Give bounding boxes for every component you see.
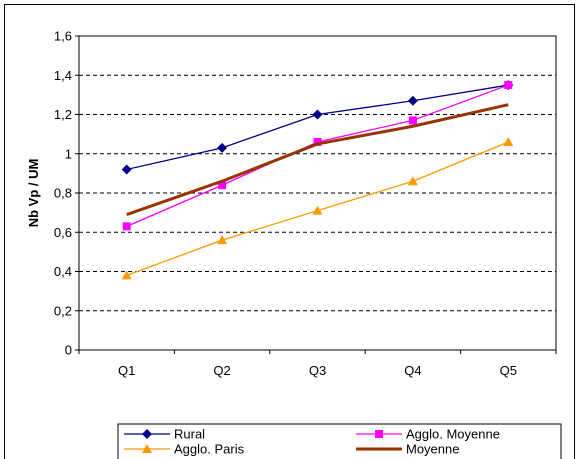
series-line-agglo-moyenne <box>126 84 509 227</box>
point-agglo-moyenne <box>122 222 131 231</box>
point-agglo-paris <box>121 270 132 280</box>
x-tick-label: Q5 <box>500 363 517 378</box>
y-tick-label: 0,8 <box>54 186 72 201</box>
point-rural <box>121 164 132 175</box>
legend-label-moyenne: Moyenne <box>406 442 459 457</box>
legend-label-agglo-moyenne: Agglo. Moyenne <box>406 427 500 442</box>
legend-marker-agglo-moyenne <box>375 430 383 438</box>
legend: Rural Agglo. Moyenne Agglo. Paris Moyenne <box>117 423 562 459</box>
chart-frame <box>4 4 575 459</box>
point-rural <box>312 109 323 120</box>
legend-marker-rural <box>142 429 152 439</box>
point-agglo-moyenne <box>313 137 322 146</box>
point-agglo-moyenne <box>504 81 513 90</box>
x-tick-label: Q1 <box>118 363 135 378</box>
point-agglo-paris <box>407 176 418 186</box>
y-tick-label: 1,2 <box>54 107 72 122</box>
y-tick-label: 0,4 <box>54 264 72 279</box>
x-tick-label: Q2 <box>213 363 230 378</box>
y-tick-label: 0 <box>65 343 72 358</box>
y-tick-label: 1,4 <box>54 68 72 83</box>
series-line-rural <box>126 84 509 171</box>
point-agglo-paris <box>312 205 323 215</box>
y-tick-label: 1,6 <box>54 29 72 44</box>
y-tick-label: 0,6 <box>54 225 72 240</box>
legend-box <box>117 423 562 459</box>
x-tick-label: Q3 <box>309 363 326 378</box>
legend-marker-agglo-paris <box>142 444 152 453</box>
point-rural <box>407 95 418 106</box>
point-agglo-moyenne <box>218 181 227 190</box>
legend-label-agglo-paris: Agglo. Paris <box>174 442 245 457</box>
point-rural <box>217 142 228 153</box>
point-agglo-paris <box>503 136 514 146</box>
point-agglo-paris <box>217 235 228 245</box>
y-axis-label: Nb Vp / UM <box>26 159 41 228</box>
legend-label-rural: Rural <box>174 427 205 442</box>
point-agglo-moyenne <box>408 116 417 125</box>
y-tick-label: 0,2 <box>54 303 72 318</box>
y-tick-label: 1 <box>65 146 72 161</box>
x-tick-label: Q4 <box>404 363 421 378</box>
series-line-moyenne <box>126 103 509 217</box>
